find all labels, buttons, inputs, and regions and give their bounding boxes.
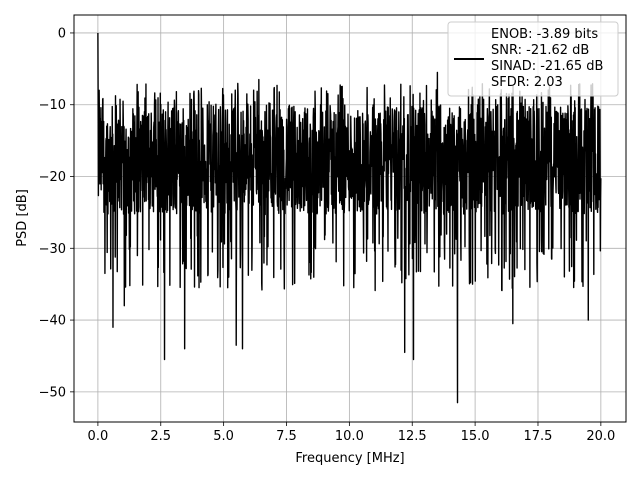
x-tick-label: 12.5 (398, 429, 427, 444)
y-axis-label: PSD [dB] (15, 189, 30, 247)
y-tick-label: −40 (39, 314, 66, 329)
series-layer (97, 32, 602, 404)
plot-frame (73, 14, 627, 423)
legend-line-sinad: SINAD: -21.65 dB (491, 59, 603, 74)
y-tick-label: −20 (39, 170, 66, 185)
legend-line-sfdr: SFDR: 2.03 (491, 75, 563, 90)
y-tick-label: 0 (58, 26, 66, 41)
x-axis: 0.0 2.5 5.0 7.5 10.0 12.5 15.0 17.5 20.0 (88, 422, 615, 444)
x-tick-label: 15.0 (461, 429, 490, 444)
x-axis-label: Frequency [MHz] (295, 451, 404, 466)
y-tick-label: −30 (39, 242, 66, 257)
y-tick-label: −50 (39, 385, 66, 400)
x-tick-label: 5.0 (213, 429, 234, 444)
legend: ENOB: -3.89 bits SNR: -21.62 dB SINAD: -… (447, 21, 619, 97)
y-tick-label: −10 (39, 98, 66, 113)
x-tick-label: 7.5 (276, 429, 297, 444)
x-tick-label: 0.0 (88, 429, 109, 444)
psd-series-line (97, 32, 602, 404)
x-tick-label: 20.0 (586, 429, 615, 444)
x-tick-label: 2.5 (150, 429, 171, 444)
legend-line-snr: SNR: -21.62 dB (491, 43, 589, 58)
legend-line-enob: ENOB: -3.89 bits (491, 27, 598, 42)
x-tick-label: 17.5 (524, 429, 553, 444)
x-tick-label: 10.0 (335, 429, 364, 444)
y-axis: 0 −10 −20 −30 −40 −50 (39, 26, 74, 400)
legend-box (447, 21, 619, 97)
